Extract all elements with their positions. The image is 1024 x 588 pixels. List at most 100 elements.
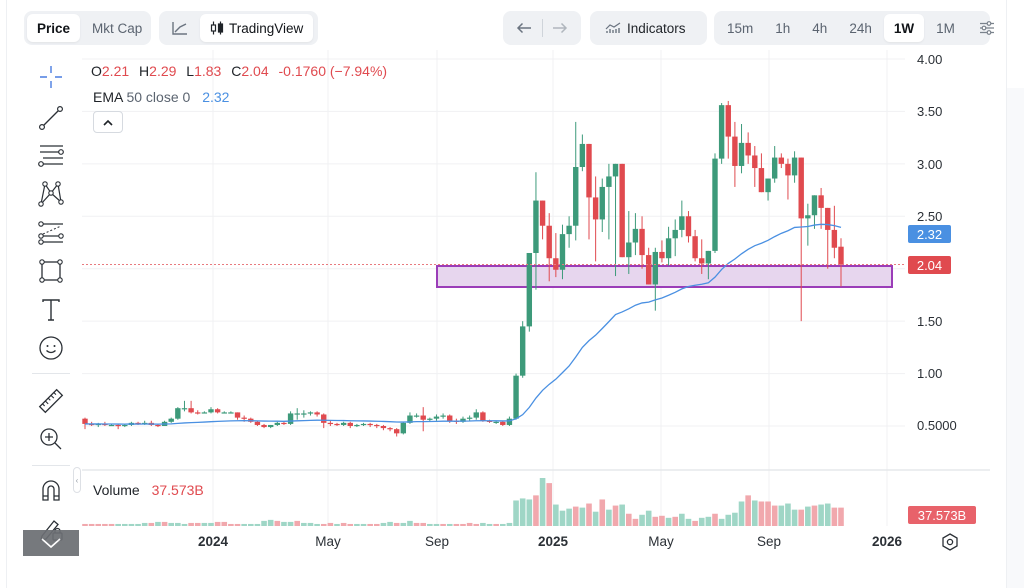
gear-icon — [940, 532, 960, 552]
arrow-left-icon — [516, 22, 532, 34]
emoji-tool[interactable] — [36, 333, 66, 363]
ruler-icon — [37, 387, 65, 415]
rectangle-icon — [38, 258, 64, 284]
pattern-tool[interactable] — [36, 179, 66, 209]
rectangle-tool[interactable] — [36, 256, 66, 286]
arrow-right-icon — [552, 22, 568, 34]
undo-button[interactable] — [511, 14, 537, 42]
history-controls — [503, 11, 581, 45]
open-key: O — [91, 63, 102, 79]
indicators-label: Indicators — [627, 20, 686, 36]
ema-name: EMA — [93, 89, 123, 105]
collapse-legend-button[interactable] — [93, 111, 123, 133]
line-chart-button[interactable] — [162, 14, 198, 42]
pane-collapse-handle[interactable]: ‹ — [73, 467, 81, 493]
high-value: 2.29 — [149, 63, 177, 79]
text-tool[interactable] — [36, 295, 66, 325]
open-value: 2.21 — [101, 63, 130, 79]
fib-tool[interactable] — [36, 219, 66, 249]
magnet-tool[interactable] — [36, 476, 66, 506]
trendline-tool[interactable] — [36, 103, 66, 133]
candlesticks — [82, 100, 844, 437]
mkt-cap-tab[interactable]: Mkt Cap — [92, 20, 143, 36]
tradingview-button[interactable]: TradingView — [200, 14, 314, 42]
ema-price-label: 2.32 — [908, 225, 951, 243]
measure-tool[interactable] — [36, 386, 66, 416]
low-key: L — [186, 63, 195, 79]
divider — [6, 0, 7, 588]
change-value: -0.1760 (−7.94%) — [278, 63, 388, 79]
price-tick: 0.5000 — [917, 418, 957, 433]
zoom-in-icon — [38, 426, 64, 452]
text-icon — [40, 298, 62, 322]
price-tick: 3.00 — [917, 157, 943, 172]
magnet-icon — [39, 478, 63, 504]
crosshair-icon — [39, 65, 63, 89]
interval-15m[interactable]: 15m — [727, 20, 754, 36]
indicators-icon — [605, 22, 621, 34]
time-tick: May — [315, 534, 341, 549]
price-tick: 2.50 — [917, 209, 943, 224]
side-panel — [1007, 88, 1024, 588]
redo-button[interactable] — [547, 14, 573, 42]
price-tick: 3.50 — [917, 104, 943, 119]
chart-type-toggle: TradingView — [159, 11, 318, 45]
volume-bars — [82, 478, 844, 526]
trendline-icon — [38, 105, 64, 131]
fib-retracement-icon — [37, 221, 65, 247]
smiley-icon — [38, 335, 64, 361]
low-value: 1.83 — [194, 63, 222, 79]
chart-settings-button[interactable] — [973, 14, 1001, 42]
time-tick: May — [648, 534, 674, 549]
zoom-tool[interactable] — [36, 424, 66, 454]
ohlc-legend: O2.21 H2.29 L1.83 C2.04 -0.1760 (−7.94%) — [91, 63, 393, 79]
indicators-button[interactable]: Indicators — [593, 14, 698, 42]
price-tick: 4.00 — [917, 52, 943, 67]
indicators-control: Indicators — [590, 11, 707, 45]
price-tab[interactable]: Price — [27, 14, 81, 42]
price-type-toggle: Price Mkt Cap — [24, 11, 151, 45]
volume-value-label: 37.573B — [908, 506, 976, 524]
last-price-label: 2.04 — [908, 256, 951, 274]
time-tick: 2025 — [537, 534, 569, 549]
line-chart-icon — [172, 21, 188, 35]
price-tick: 1.50 — [917, 314, 943, 329]
chevron-up-icon — [103, 119, 113, 126]
candlestick-icon — [210, 21, 224, 35]
close-key: C — [231, 63, 242, 79]
high-key: H — [139, 63, 150, 79]
ema-value: 2.32 — [202, 89, 230, 105]
divider — [32, 373, 70, 374]
volume-name: Volume — [93, 482, 140, 498]
time-tick: Sep — [756, 534, 782, 549]
ema-params: 50 close 0 — [126, 89, 191, 105]
ema-line — [84, 223, 842, 425]
price-tick: 1.00 — [917, 366, 943, 381]
chevron-down-icon — [39, 536, 63, 550]
expand-tools-button[interactable] — [23, 530, 79, 556]
interval-selector: 15m 1h 4h 24h 1W 1M — [714, 11, 994, 45]
axis-settings-button[interactable] — [940, 532, 960, 552]
time-tick: Sep — [424, 534, 450, 549]
tradingview-label: TradingView — [229, 20, 304, 36]
interval-1w[interactable]: 1W — [883, 14, 925, 42]
horizontal-lines-tool[interactable] — [36, 141, 66, 171]
divider — [32, 465, 70, 466]
time-tick: 2024 — [197, 534, 229, 549]
support-zone — [436, 265, 893, 288]
sliders-icon — [979, 21, 995, 35]
ema-legend[interactable]: EMA 50 close 0 2.32 — [93, 89, 229, 105]
volume-value: 37.573B — [151, 482, 204, 498]
close-value: 2.04 — [241, 63, 269, 79]
interval-24h[interactable]: 24h — [849, 20, 872, 36]
crosshair-tool[interactable] — [36, 62, 66, 92]
divider — [541, 19, 543, 37]
interval-1h[interactable]: 1h — [775, 20, 791, 36]
xabcd-pattern-icon — [37, 180, 65, 208]
horizontal-lines-icon — [37, 143, 65, 169]
interval-4h[interactable]: 4h — [812, 20, 828, 36]
divider — [1006, 0, 1007, 588]
interval-1m[interactable]: 1M — [936, 20, 955, 36]
